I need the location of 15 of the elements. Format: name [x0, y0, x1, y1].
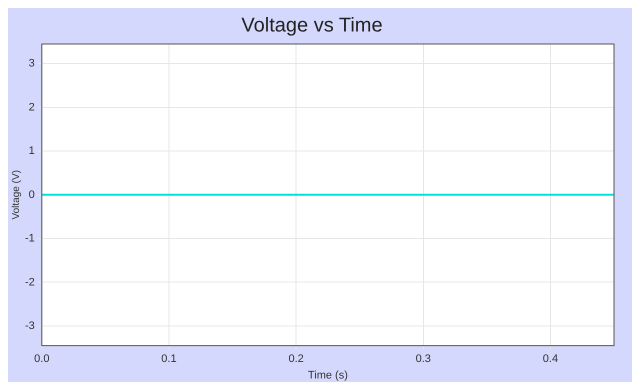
chart-title: Voltage vs Time [241, 14, 383, 37]
y-tick-label: -3 [25, 320, 35, 332]
x-tick-label: 0.2 [288, 353, 304, 366]
x-tick-label: 0.3 [416, 353, 431, 366]
y-tick-label: -2 [25, 276, 35, 288]
x-axis-title: Time (s) [308, 369, 348, 382]
x-tick-label: 0.0 [34, 353, 50, 366]
x-tick-label: 0.4 [542, 353, 558, 366]
x-tick-label: 0.1 [161, 353, 177, 366]
y-tick-label: 3 [28, 58, 35, 70]
y-tick-label: 0 [28, 188, 35, 201]
y-tick-label: 2 [28, 101, 35, 114]
y-tick-label: 1 [28, 145, 35, 158]
y-axis-title: Voltage (V) [10, 170, 22, 220]
y-tick-label: -1 [25, 232, 35, 245]
